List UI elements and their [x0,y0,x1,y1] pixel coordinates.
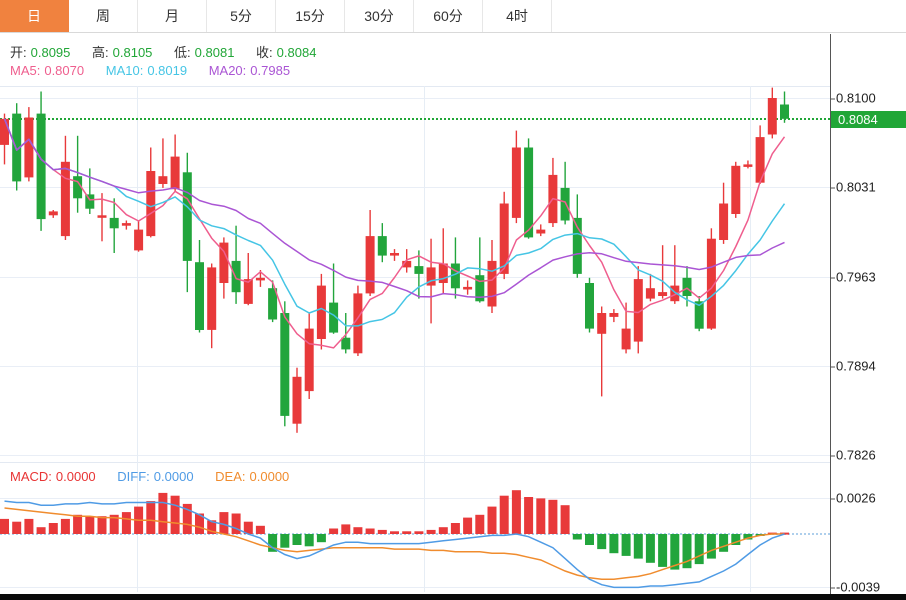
open-label: 开: [10,45,27,60]
open-value: 0.8095 [30,45,71,60]
tab-15min[interactable]: 15分 [276,0,345,32]
low-value: 0.8081 [194,45,235,60]
vertical-gridline-3 [750,86,751,592]
gridline-08100 [0,98,830,99]
ma20-label: MA20: [208,63,247,78]
ma5-label: MA5: [10,63,41,78]
diff-label: DIFF: [117,469,150,484]
vertical-gridline-2 [424,86,425,592]
candles-layer [0,87,789,433]
high-label: 高: [92,45,109,60]
panel-divider [0,462,830,463]
bottom-scrollbar-track[interactable] [0,594,906,600]
tab-day[interactable]: 日 [0,0,69,32]
high-value: 0.8105 [112,45,153,60]
period-tabbar: 日 周 月 5分 15分 30分 60分 4时 [0,0,906,33]
price-axis-line [830,34,831,594]
gridline-07963 [0,277,830,278]
gridline-08031 [0,187,830,188]
ohlc-legend: 开: 0.8095 高: 0.8105 低: 0.8081 收: 0.8084 [10,42,320,61]
current-price-tag: 0.8084 [831,111,906,128]
y-axis-label-2: 0.8031 [830,179,876,195]
macd-axis-label-pos: 0.0026 [830,490,876,506]
current-price-line [0,118,830,120]
dea-label: DEA: [215,469,246,484]
dea-value: 0.0000 [249,469,290,484]
tab-60min[interactable]: 60分 [414,0,483,32]
gridline-07894 [0,366,830,367]
gridline-07826 [0,455,830,456]
ma-legend: MA5: 0.8070 MA10: 0.8019 MA20: 0.7985 [10,63,294,78]
close-value: 0.8084 [276,45,317,60]
tab-30min[interactable]: 30分 [345,0,414,32]
tab-4hour[interactable]: 4时 [483,0,552,32]
y-axis-label-1: 0.8100 [830,90,876,106]
ma20-value: 0.7985 [250,63,291,78]
low-label: 低: [174,45,191,60]
tab-5min[interactable]: 5分 [207,0,276,32]
macd-label: MACD: [10,469,52,484]
close-label: 收: [256,45,273,60]
ma5-value: 0.8070 [44,63,85,78]
diff-value: 0.0000 [153,469,194,484]
gridline-macd-neg [0,587,830,588]
macd-bars-layer [0,490,789,570]
tab-month[interactable]: 月 [138,0,207,32]
y-axis-label-4: 0.7894 [830,358,876,374]
ma10-value: 0.8019 [147,63,188,78]
tab-week[interactable]: 周 [69,0,138,32]
ma-lines-layer [3,118,786,349]
macd-legend: MACD: 0.0000 DIFF: 0.0000 DEA: 0.0000 [10,469,293,484]
main-plot-top-border [0,86,830,87]
y-axis-label-3: 0.7963 [830,269,876,285]
y-axis-label-5: 0.7826 [830,447,876,463]
vertical-gridline-1 [137,86,138,592]
macd-lines-layer [4,500,785,589]
macd-value: 0.0000 [55,469,96,484]
gridline-macd-pos [0,498,830,499]
macd-axis-label-neg: -0.0039 [829,579,881,595]
ma10-label: MA10: [105,63,144,78]
